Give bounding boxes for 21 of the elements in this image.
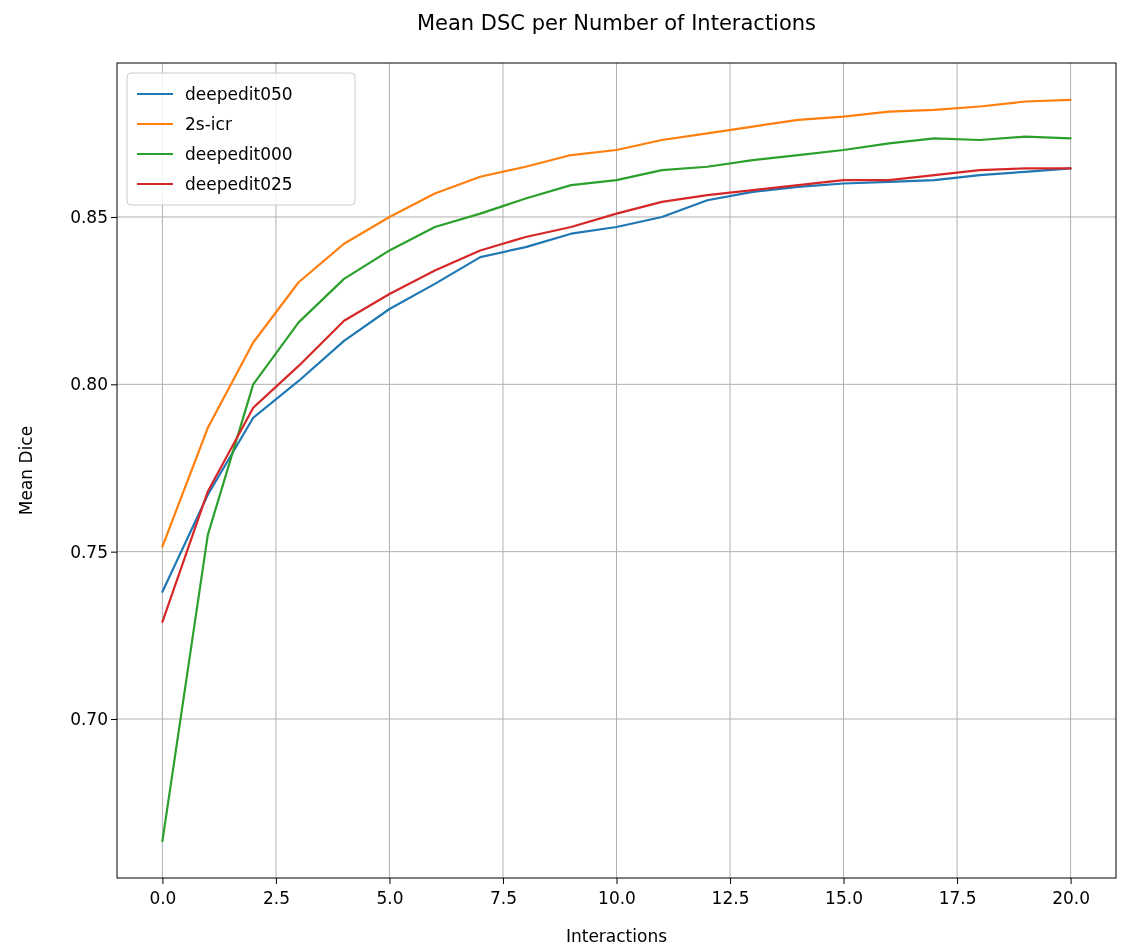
x-tick-label: 5.0 (376, 888, 404, 908)
chart-title: Mean DSC per Number of Interactions (416, 11, 817, 35)
y-tick-label: 0.85 (70, 206, 108, 227)
x-tick-label: 15.0 (825, 888, 863, 908)
x-tick-label: 20.0 (1052, 888, 1091, 908)
legend-label: deepedit000 (185, 144, 293, 164)
x-tick-label: 2.5 (262, 888, 290, 908)
y-tick-label: 0.80 (70, 374, 108, 395)
x-axis-title: Interactions (565, 926, 668, 946)
x-tick-label: 0.0 (149, 888, 177, 908)
line-series (161, 135, 1072, 843)
y-axis-title: Mean Dice (16, 425, 36, 516)
y-tick-label: 0.75 (70, 541, 108, 562)
x-tick-label: 12.5 (711, 888, 750, 908)
x-tick-label: 7.5 (489, 888, 517, 908)
y-tick-label: 0.70 (70, 708, 108, 729)
legend-label: deepedit050 (185, 84, 293, 104)
legend-label: deepedit025 (185, 174, 293, 194)
x-tick-label: 10.0 (598, 888, 636, 908)
x-tick-label: 17.5 (938, 888, 977, 908)
legend-label: 2s-icr (185, 114, 232, 134)
